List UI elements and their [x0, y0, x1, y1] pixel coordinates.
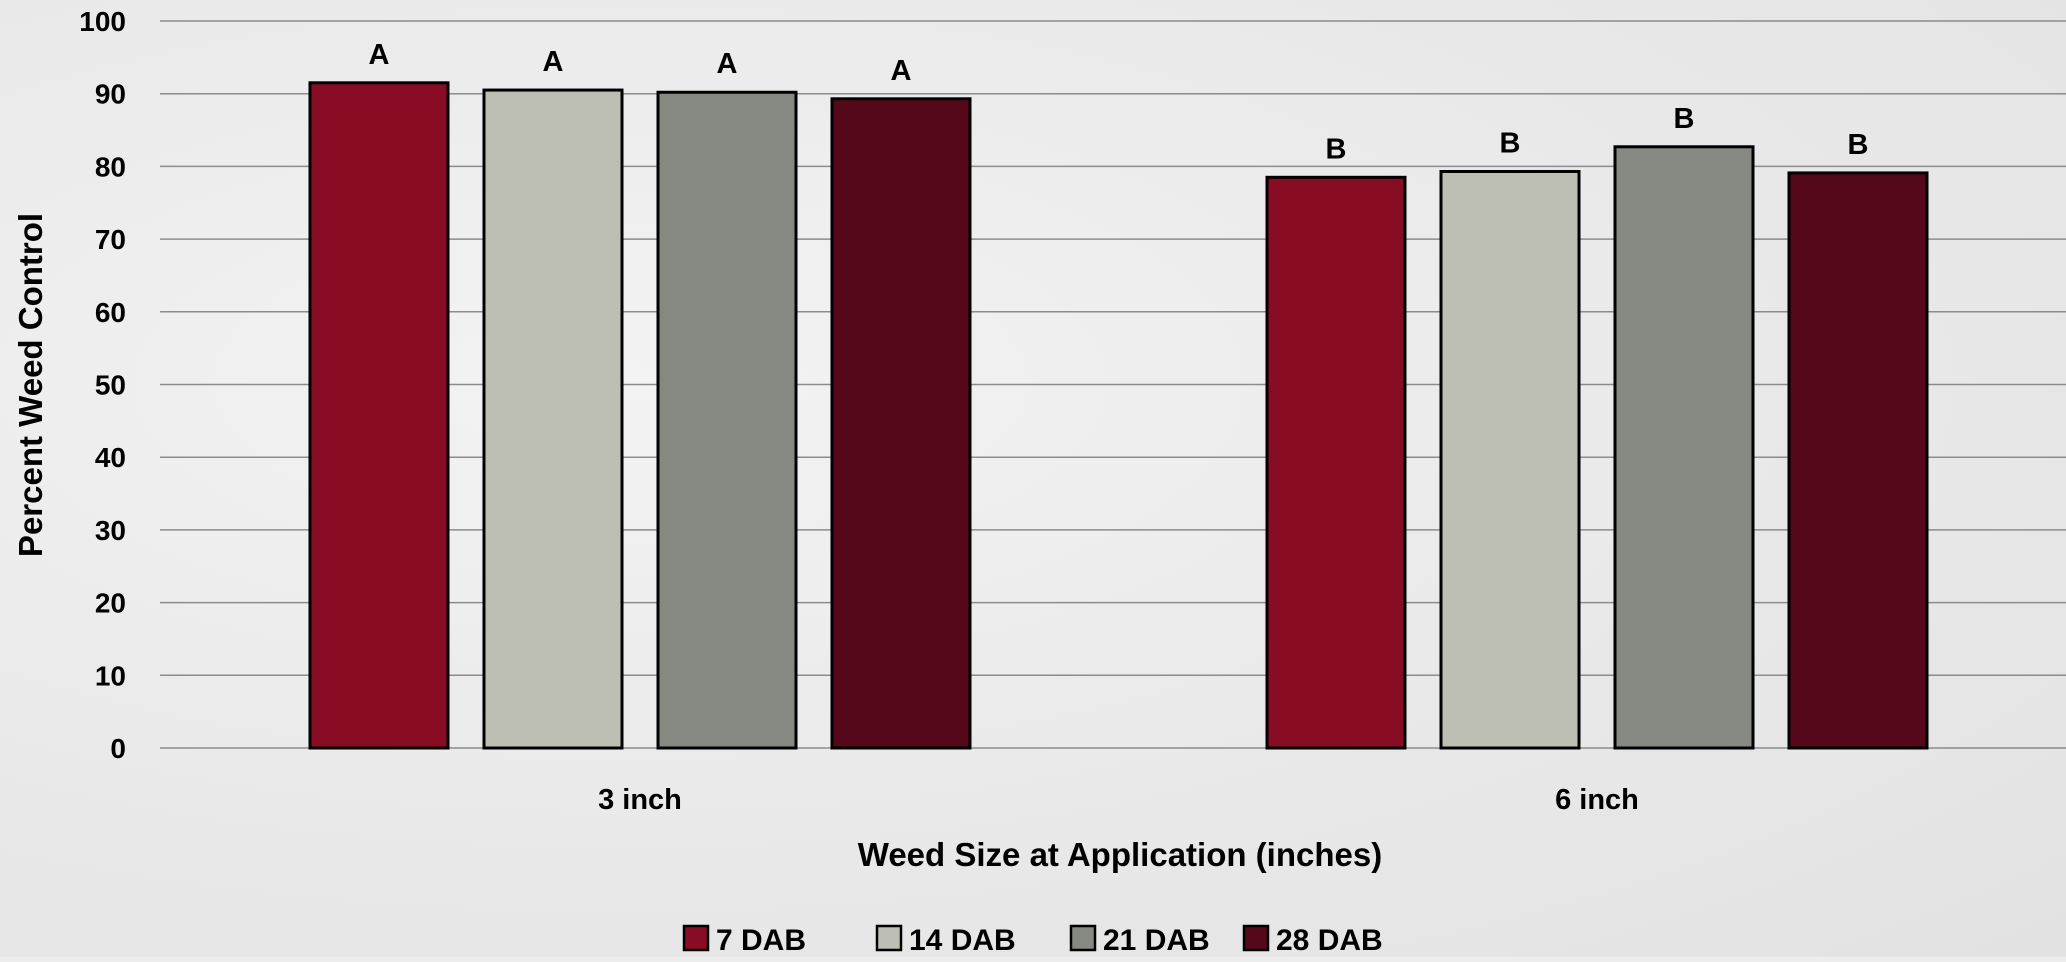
y-tick-label: 90: [95, 79, 126, 110]
significance-label: B: [1848, 129, 1869, 161]
bar-7-dab-0: [308, 81, 450, 750]
bar-21-dab-0: [656, 90, 798, 750]
significance-label: A: [369, 39, 390, 71]
y-tick-label: 80: [95, 151, 126, 182]
significance-label: A: [717, 48, 738, 80]
significance-labels: A B A B A B A B: [369, 39, 1869, 166]
legend-label: 7 DAB: [716, 924, 806, 957]
x-category-label: 3 inch: [598, 784, 682, 816]
bar-7-dab-1: [1265, 175, 1407, 750]
significance-label: B: [1500, 127, 1521, 159]
y-tick-label: 70: [95, 224, 126, 255]
x-axis-title: Weed Size at Application (inches): [858, 836, 1382, 873]
bars: [308, 81, 1929, 750]
category-labels: 3 inch 6 inch: [598, 784, 1639, 816]
y-tick-label: 30: [95, 515, 126, 546]
bar-28-dab-1: [1787, 171, 1929, 750]
y-tick-label: 60: [95, 297, 126, 328]
bar-14-dab-1: [1439, 169, 1581, 750]
y-tick-label: 20: [95, 588, 126, 619]
legend-label: 28 DAB: [1276, 924, 1383, 957]
significance-label: B: [1674, 103, 1695, 135]
x-category-label: 6 inch: [1555, 784, 1639, 816]
legend-label: 14 DAB: [909, 924, 1016, 957]
legend-swatch: [875, 924, 903, 952]
bar-14-dab-0: [482, 88, 624, 750]
gridlines: [160, 20, 2066, 749]
legend-swatch: [682, 924, 710, 952]
y-tick-label: 10: [95, 660, 126, 691]
y-axis-title: Percent Weed Control: [12, 213, 49, 557]
legend-swatch: [1242, 924, 1270, 952]
y-tick-label: 0: [110, 733, 126, 764]
legend-swatch: [1069, 924, 1097, 952]
y-tick-labels: 0 10 20 30 40 50 60 70 80 90 100: [79, 6, 126, 764]
bar-28-dab-0: [830, 97, 972, 750]
legend-label: 21 DAB: [1103, 924, 1210, 957]
bar-21-dab-1: [1613, 145, 1755, 750]
y-tick-label: 100: [79, 6, 126, 37]
y-tick-label: 50: [95, 370, 126, 401]
significance-label: B: [1326, 133, 1347, 165]
y-tick-label: 40: [95, 442, 126, 473]
significance-label: A: [543, 46, 564, 78]
significance-label: A: [891, 55, 912, 87]
legend: 7 DAB 14 DAB 21 DAB 28 DAB: [682, 924, 1383, 957]
